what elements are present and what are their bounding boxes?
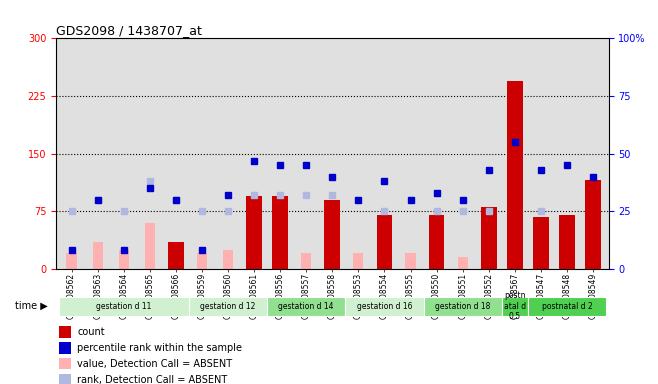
Bar — [267, 297, 345, 316]
Bar — [345, 297, 424, 316]
Text: time ▶: time ▶ — [14, 301, 47, 311]
Text: percentile rank within the sample: percentile rank within the sample — [78, 343, 243, 353]
Bar — [272, 196, 288, 269]
Bar — [171, 246, 181, 269]
Bar — [457, 257, 468, 269]
Bar — [380, 227, 390, 269]
Bar — [168, 242, 184, 269]
Text: value, Detection Call = ABSENT: value, Detection Call = ABSENT — [78, 359, 233, 369]
Text: GDS2098 / 1438707_at: GDS2098 / 1438707_at — [56, 24, 202, 37]
Bar — [59, 297, 189, 316]
Text: postn
atal d
0.5: postn atal d 0.5 — [504, 291, 526, 321]
Bar — [324, 200, 340, 269]
Bar — [275, 253, 285, 269]
Bar — [481, 207, 497, 269]
Bar — [145, 223, 155, 269]
Bar — [510, 227, 520, 269]
Bar — [66, 253, 76, 269]
Bar — [59, 358, 71, 369]
Text: gestation d 14: gestation d 14 — [278, 302, 334, 311]
Bar — [528, 297, 606, 316]
Text: rank, Detection Call = ABSENT: rank, Detection Call = ABSENT — [78, 374, 228, 384]
Bar — [585, 180, 601, 269]
Bar — [223, 250, 233, 269]
Text: gestation d 16: gestation d 16 — [357, 302, 412, 311]
Bar — [59, 374, 71, 384]
Bar — [59, 326, 71, 338]
Bar — [533, 217, 549, 269]
Bar — [424, 297, 502, 316]
Bar — [93, 242, 103, 269]
Text: gestation d 18: gestation d 18 — [435, 302, 490, 311]
Text: postnatal d 2: postnatal d 2 — [542, 302, 592, 311]
Bar — [197, 253, 207, 269]
Bar — [559, 215, 574, 269]
Bar — [376, 215, 392, 269]
Bar — [507, 81, 522, 269]
Bar — [353, 253, 363, 269]
Bar — [502, 297, 528, 316]
Bar — [189, 297, 267, 316]
Text: count: count — [78, 327, 105, 337]
Bar — [118, 250, 129, 269]
Bar — [301, 253, 311, 269]
Bar — [249, 223, 259, 269]
Bar — [405, 253, 416, 269]
Bar — [429, 215, 444, 269]
Bar — [246, 196, 262, 269]
Bar — [59, 342, 71, 354]
Text: gestation d 12: gestation d 12 — [200, 302, 256, 311]
Text: gestation d 11: gestation d 11 — [96, 302, 151, 311]
